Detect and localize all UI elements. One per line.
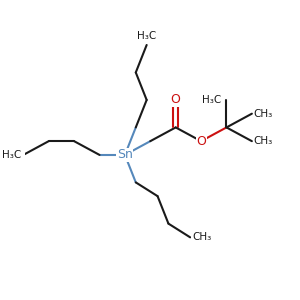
Text: H₃C: H₃C [2,150,22,160]
Text: CH₃: CH₃ [254,109,273,119]
Text: CH₃: CH₃ [254,136,273,146]
Text: O: O [196,135,206,148]
Text: Sn: Sn [117,148,133,161]
Text: CH₃: CH₃ [192,232,211,242]
Text: H₃C: H₃C [137,31,156,41]
Text: H₃C: H₃C [202,95,221,105]
Text: O: O [171,93,181,106]
